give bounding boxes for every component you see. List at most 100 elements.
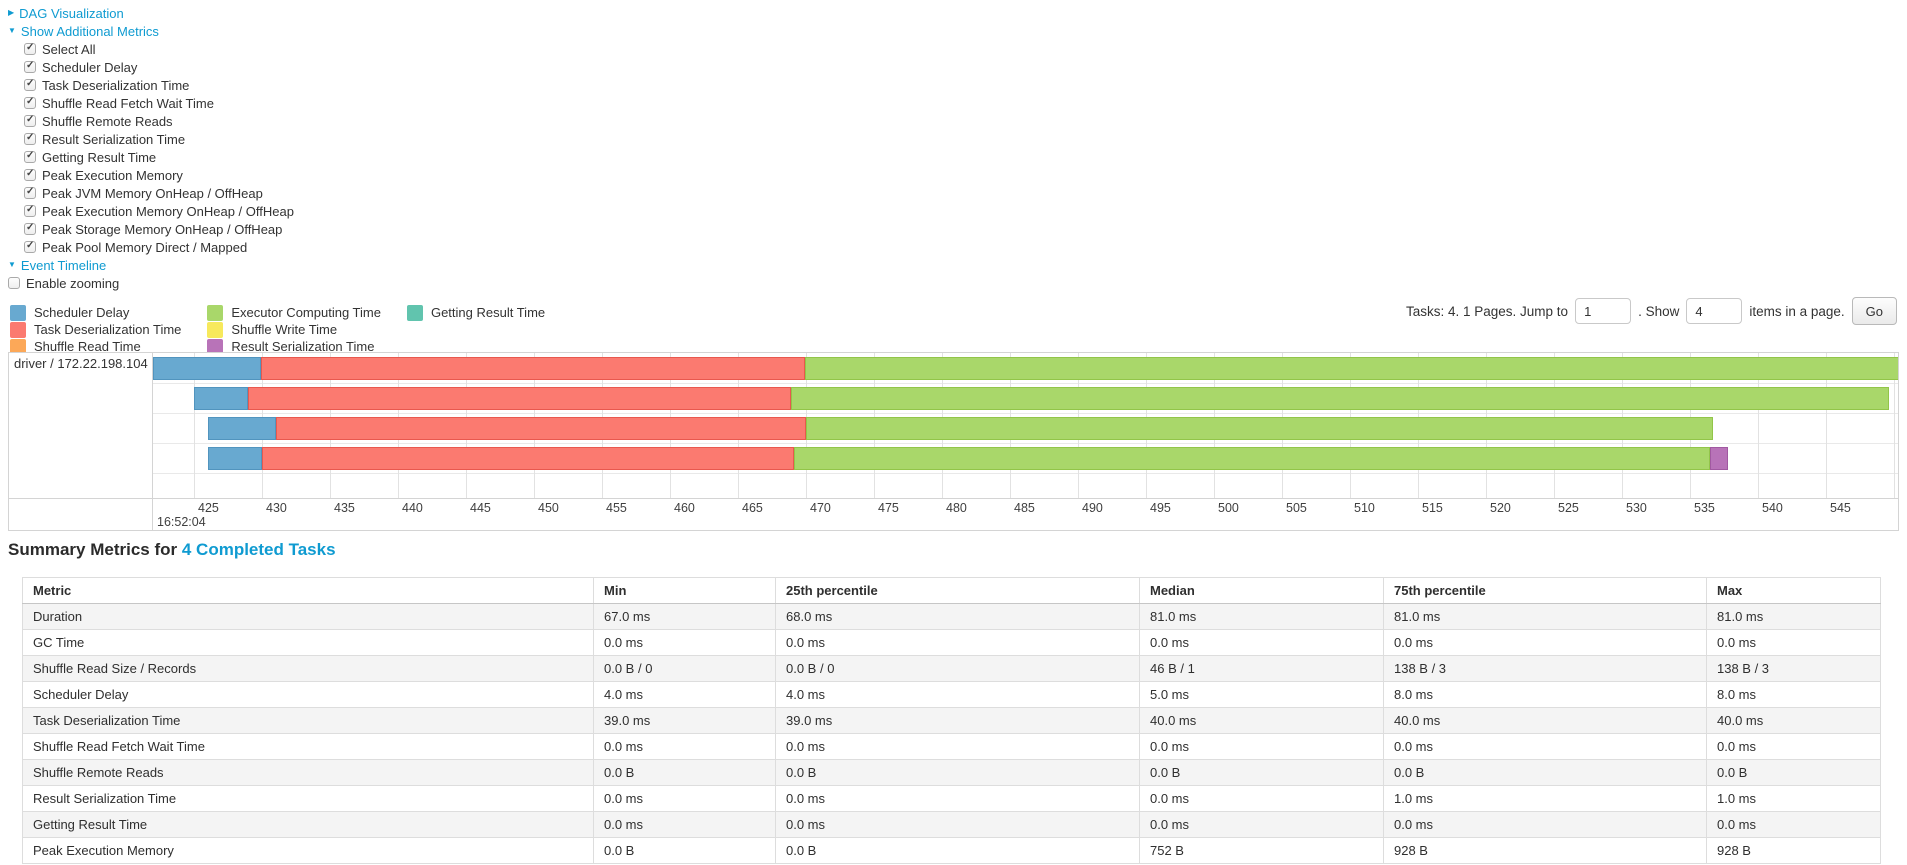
table-cell: 0.0 ms: [1139, 811, 1384, 838]
collapsed-arrow-icon: ▶: [8, 8, 15, 17]
metric-checkbox[interactable]: [24, 150, 36, 163]
table-cell: 40.0 ms: [1139, 707, 1384, 734]
summary-metrics-table: Metric Min 25th percentile Median 75th perce…: [22, 577, 1881, 864]
task-deserialization-bar: [275, 417, 806, 440]
axis-tick-label: 550: [1898, 501, 1899, 515]
expanded-arrow-icon: ▼: [8, 260, 16, 269]
legend-item: Shuffle Write Time: [207, 321, 381, 338]
enable-zooming-checkbox-row[interactable]: Enable zooming: [8, 274, 294, 292]
table-cell: 81.0 ms: [1706, 603, 1881, 630]
metric-checkbox[interactable]: [24, 60, 36, 73]
legend-item: Result Serialization Time: [207, 338, 381, 355]
metric-checkbox-label: Shuffle Remote Reads: [42, 113, 173, 129]
metric-checkbox-row[interactable]: Peak Execution Memory OnHeap / OffHeap: [24, 202, 294, 220]
metric-checkbox[interactable]: [24, 186, 36, 199]
show-text: . Show: [1638, 303, 1680, 319]
table-header-cell: 25th percentile: [775, 577, 1140, 604]
metric-checkbox[interactable]: [24, 42, 36, 55]
metric-checkbox[interactable]: [24, 114, 36, 127]
lane-divider: [153, 443, 1898, 444]
table-cell: 0.0 ms: [1383, 733, 1707, 760]
metric-checkbox[interactable]: [24, 78, 36, 91]
executor-row-label: driver / 172.22.198.104: [9, 353, 153, 530]
axis-tick-label: 470: [810, 501, 831, 515]
axis-tick-label: 505: [1286, 501, 1307, 515]
event-timeline-toggle[interactable]: ▼ Event Timeline: [8, 256, 294, 274]
enable-zooming-checkbox[interactable]: [8, 277, 20, 289]
metric-checkbox-row[interactable]: Result Serialization Time: [24, 130, 294, 148]
table-cell: 8.0 ms: [1383, 681, 1707, 708]
axis-tick-label: 475: [878, 501, 899, 515]
metric-checkbox[interactable]: [24, 222, 36, 235]
metric-checkbox-row[interactable]: Peak Storage Memory OnHeap / OffHeap: [24, 220, 294, 238]
axis-tick-label: 430: [266, 501, 287, 515]
metric-checkbox-label: Peak Pool Memory Direct / Mapped: [42, 239, 248, 255]
metric-checkbox-row[interactable]: Getting Result Time: [24, 148, 294, 166]
table-cell: 138 B / 3: [1383, 655, 1707, 682]
task-deserialization-bar: [262, 447, 794, 470]
metric-checkbox[interactable]: [24, 96, 36, 109]
additional-metrics-list: Select All Scheduler Delay Task Deserializ…: [24, 40, 294, 256]
table-cell: 4.0 ms: [775, 681, 1140, 708]
event-timeline-label: Event Timeline: [20, 257, 107, 273]
lane-divider: [153, 383, 1898, 384]
metric-checkbox-row[interactable]: Peak Execution Memory: [24, 166, 294, 184]
table-row: Peak Execution Memory 0.0 B 0.0 B 752 B 928 …: [22, 837, 1881, 864]
scheduler-delay-bar: [153, 357, 261, 380]
table-header-cell: Metric: [22, 577, 594, 604]
axis-tick-label: 515: [1422, 501, 1443, 515]
metric-checkbox-row[interactable]: Scheduler Delay: [24, 58, 294, 76]
grid-line: [1894, 353, 1895, 498]
scheduler-delay-swatch: [10, 304, 26, 321]
metric-checkbox-row[interactable]: Shuffle Remote Reads: [24, 112, 294, 130]
completed-tasks-link[interactable]: 4 Completed Tasks: [181, 540, 336, 559]
items-per-page-input[interactable]: [1686, 298, 1743, 324]
table-cell: 0.0 ms: [775, 629, 1140, 656]
axis-tick-label: 530: [1626, 501, 1647, 515]
metric-checkbox-label: Peak Execution Memory: [42, 167, 183, 183]
metric-checkbox[interactable]: [24, 240, 36, 253]
axis-tick-label: 450: [538, 501, 559, 515]
task-deserialization-bar: [248, 387, 792, 410]
metric-checkbox-label: Peak Storage Memory OnHeap / OffHeap: [42, 221, 283, 237]
grid-line: [1758, 353, 1759, 498]
table-cell: 0.0 B: [1139, 759, 1384, 786]
show-additional-metrics-toggle[interactable]: ▼ Show Additional Metrics: [8, 22, 294, 40]
stage-options-panel: ▶ DAG Visualization ▼ Show Additional Me…: [8, 4, 294, 292]
result-serialization-bar: [1710, 447, 1729, 470]
legend-item: Getting Result Time: [406, 304, 545, 321]
axis-tick-label: 480: [946, 501, 967, 515]
metric-checkbox-row[interactable]: Peak Pool Memory Direct / Mapped: [24, 238, 294, 256]
table-cell: 0.0 ms: [593, 785, 776, 812]
axis-line: [9, 498, 1898, 499]
axis-tick-label: 440: [402, 501, 423, 515]
metric-checkbox-row[interactable]: Task Deserialization Time: [24, 76, 294, 94]
metric-checkbox-row[interactable]: Peak JVM Memory OnHeap / OffHeap: [24, 184, 294, 202]
table-cell: 138 B / 3: [1706, 655, 1881, 682]
axis-tick-label: 455: [606, 501, 627, 515]
shuffle-write-swatch: [207, 321, 224, 338]
axis-tick-label: 490: [1082, 501, 1103, 515]
metric-checkbox-label: Scheduler Delay: [42, 59, 138, 75]
metric-checkbox-label: Task Deserialization Time: [42, 77, 190, 93]
metric-checkbox-row[interactable]: Shuffle Read Fetch Wait Time: [24, 94, 294, 112]
dag-visualization-toggle[interactable]: ▶ DAG Visualization: [8, 4, 294, 22]
metric-checkbox[interactable]: [24, 204, 36, 217]
go-button[interactable]: Go: [1851, 297, 1897, 325]
table-header-cell: Min: [593, 577, 776, 604]
jump-to-page-input[interactable]: [1575, 298, 1632, 324]
table-cell: 0.0 B: [1383, 759, 1707, 786]
axis-tick-label: 520: [1490, 501, 1511, 515]
metric-checkbox-label: Select All: [42, 41, 96, 57]
metric-checkbox[interactable]: [24, 132, 36, 145]
axis-tick-label: 425: [198, 501, 219, 515]
legend-item: Executor Computing Time: [207, 304, 381, 321]
metric-checkbox[interactable]: [24, 168, 36, 181]
table-cell: 0.0 ms: [1139, 629, 1384, 656]
shuffle-read-swatch: [10, 338, 26, 355]
dag-visualization-label: DAG Visualization: [19, 5, 124, 21]
items-in-page-text: items in a page.: [1749, 303, 1845, 319]
metric-checkbox-row[interactable]: Select All: [24, 40, 294, 58]
table-cell: 0.0 B: [593, 759, 776, 786]
metric-checkbox-label: Result Serialization Time: [42, 131, 186, 147]
